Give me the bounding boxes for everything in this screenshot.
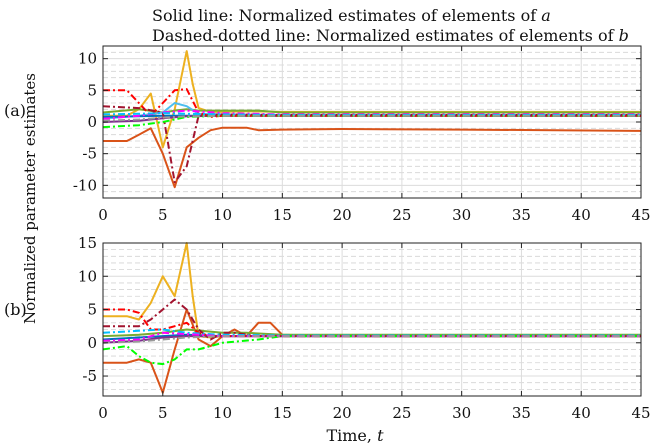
y-tick-label: 15	[78, 234, 97, 252]
y-tick-label: -5	[82, 367, 97, 385]
x-tick-label: 0	[98, 404, 108, 422]
series-line-b-5	[103, 308, 641, 338]
x-tick-label: 5	[158, 404, 168, 422]
x-tick-label: 45	[631, 206, 650, 224]
x-tick-label: 15	[273, 404, 292, 422]
series-line-b-9	[102, 331, 641, 342]
y-tick-label: -10	[73, 176, 97, 194]
y-tick-label: 10	[78, 267, 97, 285]
series-line-a-0	[103, 50, 641, 149]
x-tick-label: 45	[631, 404, 650, 422]
series-line-b-7	[102, 335, 641, 366]
series-line-a-9	[102, 114, 641, 129]
axes-box	[102, 242, 642, 397]
title-var-a: a	[541, 6, 551, 25]
x-tick-label: 35	[512, 206, 531, 224]
title-line-b: Dashed-dotted line: Normalized estimates…	[152, 26, 629, 45]
series-line-a-11	[102, 114, 641, 122]
x-tick-label: 20	[333, 404, 352, 422]
series-line-a-8	[102, 109, 641, 120]
x-tick-label: 40	[572, 206, 591, 224]
series-line-b-10	[102, 335, 641, 344]
x-tick-label: 15	[273, 206, 292, 224]
x-tick-label: 0	[98, 206, 108, 224]
title-var-b: b	[618, 26, 629, 45]
y-tick-label: 5	[87, 301, 97, 319]
panel-label-b: (b)	[4, 300, 27, 319]
x-tick-label: 5	[158, 206, 168, 224]
series-line-a-1	[103, 126, 642, 189]
series-line-b-2	[102, 328, 641, 338]
x-tick-label: 30	[452, 206, 471, 224]
y-tick-label: 10	[78, 50, 97, 68]
title-line-a: Solid line: Normalized estimates of elem…	[152, 6, 551, 25]
x-tick-label: 35	[512, 404, 531, 422]
panel-label-a: (a)	[4, 101, 27, 120]
x-tick-label: 40	[572, 404, 591, 422]
y-tick-label: 0	[87, 334, 97, 352]
x-axis-label: Time, t	[326, 426, 384, 445]
y-tick-label: 5	[87, 81, 97, 99]
x-tick-label: 20	[333, 206, 352, 224]
x-axis-var: t	[377, 426, 384, 445]
y-tick-label: 0	[87, 113, 97, 131]
x-tick-label: 10	[213, 206, 232, 224]
x-tick-label: 10	[213, 404, 232, 422]
x-tick-label: 25	[392, 404, 411, 422]
series-line-a-10	[102, 112, 641, 116]
series-line-b-8	[102, 328, 641, 337]
y-tick-label: -5	[82, 145, 97, 163]
x-tick-label: 30	[452, 404, 471, 422]
x-tick-label: 25	[392, 206, 411, 224]
